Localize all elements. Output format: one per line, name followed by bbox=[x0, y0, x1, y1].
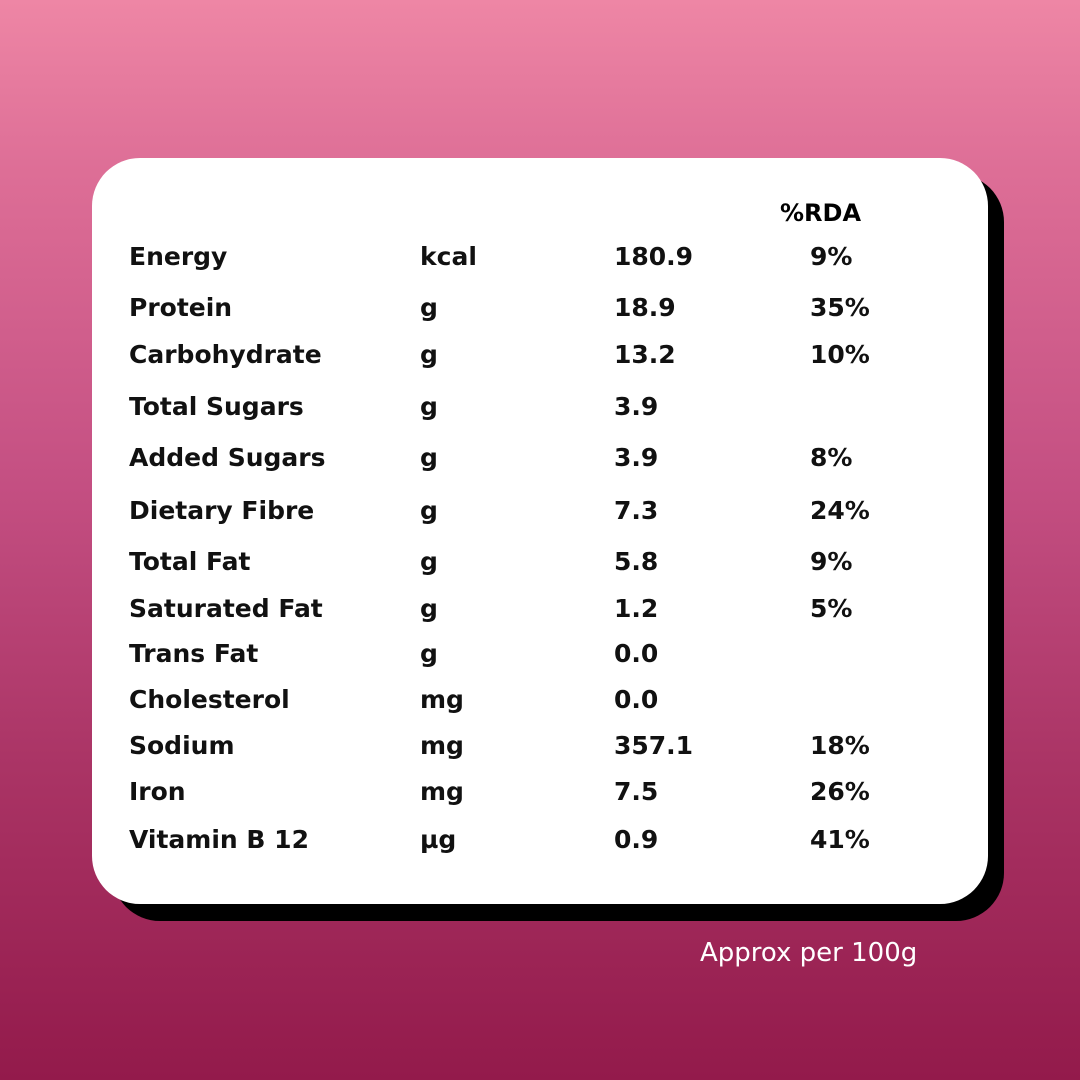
nutrient-rda: 26% bbox=[810, 777, 870, 806]
nutrient-unit: kcal bbox=[420, 242, 477, 271]
nutrient-rda: 5% bbox=[810, 594, 853, 623]
nutrient-name: Total Fat bbox=[129, 547, 251, 576]
nutrient-rda: 9% bbox=[810, 242, 853, 271]
nutrient-unit: g bbox=[420, 443, 438, 472]
nutrient-name: Carbohydrate bbox=[129, 340, 322, 369]
nutrient-unit: g bbox=[420, 547, 438, 576]
nutrient-unit: g bbox=[420, 392, 438, 421]
nutrient-unit: g bbox=[420, 594, 438, 623]
nutrient-amount: 5.8 bbox=[614, 547, 659, 576]
nutrient-unit: g bbox=[420, 496, 438, 525]
nutrient-amount: 3.9 bbox=[614, 443, 659, 472]
nutrient-name: Iron bbox=[129, 777, 186, 806]
nutrient-unit: g bbox=[420, 340, 438, 369]
nutrient-rda: 24% bbox=[810, 496, 870, 525]
nutrient-unit: g bbox=[420, 639, 438, 668]
nutrient-amount: 7.5 bbox=[614, 777, 659, 806]
nutrient-rda: 41% bbox=[810, 825, 870, 854]
serving-footnote: Approx per 100g bbox=[700, 938, 918, 968]
nutrient-rda: 8% bbox=[810, 443, 853, 472]
rda-column-header: %RDA bbox=[780, 199, 862, 227]
nutrient-name: Sodium bbox=[129, 731, 235, 760]
nutrient-amount: 3.9 bbox=[614, 392, 659, 421]
nutrient-unit: mg bbox=[420, 777, 464, 806]
nutrient-rda: 10% bbox=[810, 340, 870, 369]
nutrient-name: Trans Fat bbox=[129, 639, 259, 668]
nutrient-amount: 13.2 bbox=[614, 340, 676, 369]
nutrient-name: Protein bbox=[129, 293, 233, 322]
nutrient-amount: 18.9 bbox=[614, 293, 676, 322]
nutrient-name: Saturated Fat bbox=[129, 594, 323, 623]
nutrient-unit: g bbox=[420, 293, 438, 322]
nutrient-amount: 1.2 bbox=[614, 594, 659, 623]
nutrient-amount: 357.1 bbox=[614, 731, 694, 760]
nutrient-rda: 35% bbox=[810, 293, 870, 322]
nutrient-name: Energy bbox=[129, 242, 228, 271]
nutrient-name: Dietary Fibre bbox=[129, 496, 315, 525]
nutrient-amount: 7.3 bbox=[614, 496, 659, 525]
nutrient-amount: 0.9 bbox=[614, 825, 659, 854]
nutrient-unit: µg bbox=[420, 825, 457, 854]
nutrient-amount: 180.9 bbox=[614, 242, 694, 271]
nutrient-unit: mg bbox=[420, 685, 464, 714]
nutrient-amount: 0.0 bbox=[614, 685, 659, 714]
nutrient-name: Cholesterol bbox=[129, 685, 290, 714]
nutrient-name: Vitamin B 12 bbox=[129, 825, 309, 854]
nutrient-rda: 9% bbox=[810, 547, 853, 576]
nutrient-name: Total Sugars bbox=[129, 392, 304, 421]
nutrient-name: Added Sugars bbox=[129, 443, 326, 472]
nutrition-card bbox=[92, 158, 988, 904]
nutrient-rda: 18% bbox=[810, 731, 870, 760]
nutrient-unit: mg bbox=[420, 731, 464, 760]
nutrient-amount: 0.0 bbox=[614, 639, 659, 668]
